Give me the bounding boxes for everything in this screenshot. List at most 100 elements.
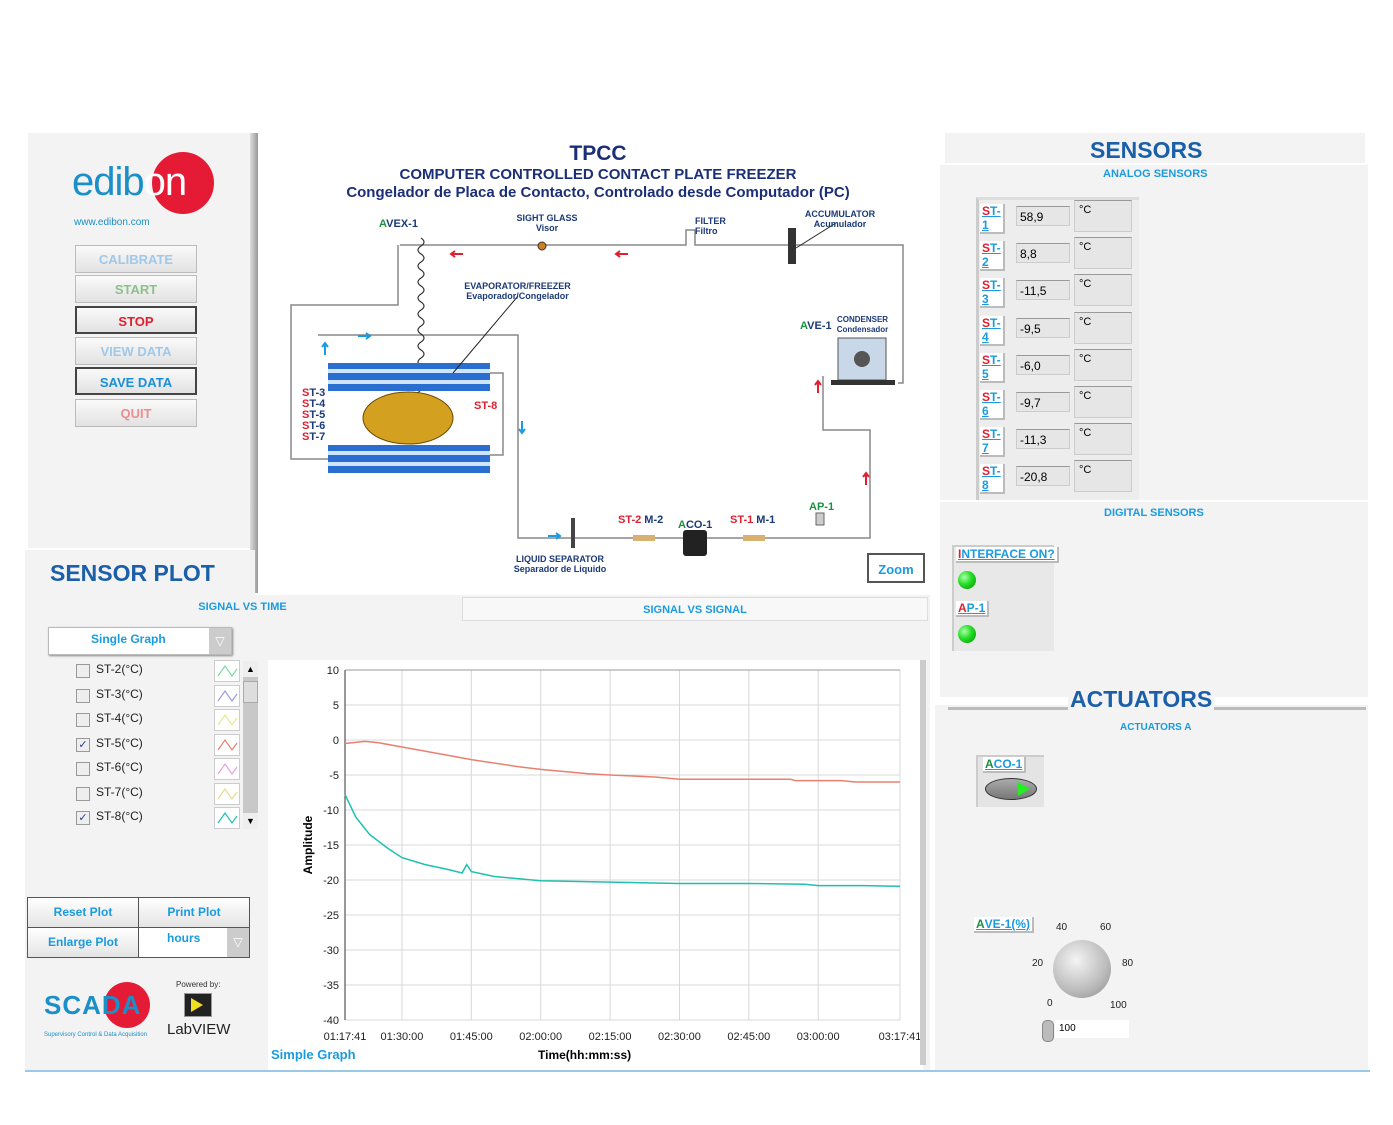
edibon-logo: edibon bbox=[70, 150, 220, 220]
channel-color-swatch[interactable] bbox=[214, 660, 240, 682]
interface-on-led bbox=[958, 571, 976, 589]
sensor-value: -6,0 bbox=[1016, 354, 1070, 375]
ave-1-label-actuator: AVE-1(%) bbox=[974, 917, 1035, 933]
sensor-value: -20,8 bbox=[1016, 466, 1070, 487]
series-line-st-5-c- bbox=[344, 740, 900, 783]
sensor-label: ST-2 bbox=[980, 241, 1005, 272]
x-tick-label: 03:17:41 bbox=[879, 1031, 922, 1043]
view-data-label: VIEW DATA bbox=[100, 344, 172, 359]
y-tick-label: 10 bbox=[327, 665, 339, 677]
time-unit-value: hours bbox=[167, 931, 201, 945]
chart-x-label: Time(hh:mm:ss) bbox=[538, 1048, 632, 1062]
y-tick-label: -30 bbox=[323, 945, 339, 957]
website-link[interactable]: www.edibon.com bbox=[74, 217, 150, 228]
scroll-thumb[interactable] bbox=[243, 681, 258, 703]
y-tick-label: -35 bbox=[323, 980, 339, 992]
x-tick-label: 02:15:00 bbox=[589, 1031, 632, 1043]
channel-color-swatch[interactable] bbox=[214, 733, 240, 756]
channel-color-swatch[interactable] bbox=[214, 782, 240, 805]
chevron-down-icon: ▽ bbox=[227, 928, 249, 957]
ave-1-stepper[interactable] bbox=[1042, 1020, 1054, 1042]
play-icon bbox=[1018, 782, 1030, 796]
sensor-unit: °C bbox=[1074, 237, 1132, 270]
channel-color-swatch[interactable] bbox=[214, 709, 240, 731]
sensor-unit: °C bbox=[1074, 274, 1132, 307]
sensor-unit: °C bbox=[1074, 200, 1132, 232]
channel-checkbox[interactable] bbox=[76, 664, 90, 678]
graph-mode-value: Single Graph bbox=[91, 632, 166, 646]
chart-y-label: Amplitude bbox=[301, 815, 315, 875]
scroll-up-icon[interactable]: ▲ bbox=[243, 661, 258, 677]
product-chicken-icon bbox=[362, 391, 454, 445]
start-label: START bbox=[114, 282, 158, 297]
channel-checkbox[interactable]: ✓ bbox=[76, 737, 90, 752]
y-tick-label: 5 bbox=[333, 700, 339, 712]
sensor-unit: °C bbox=[1074, 423, 1132, 456]
graph-mode-select[interactable]: Single Graph ▽ bbox=[48, 627, 232, 655]
stop-label: STOP bbox=[118, 314, 154, 329]
stop-button[interactable]: STOP bbox=[75, 306, 197, 334]
zoom-button[interactable]: Zoom bbox=[867, 553, 925, 583]
enlarge-plot-button[interactable]: Enlarge Plot bbox=[27, 927, 139, 958]
channel-color-swatch[interactable] bbox=[214, 758, 240, 780]
sensor-label: ST-5 bbox=[980, 352, 1005, 383]
ave-1-value-input[interactable]: 100 bbox=[1055, 1020, 1129, 1038]
sensors-header-bg bbox=[945, 133, 1365, 163]
diagram-subtitle-en: COMPUTER CONTROLLED CONTACT PLATE FREEZE… bbox=[399, 166, 797, 183]
calibrate-label: CALIBRATE bbox=[98, 252, 174, 267]
sensor-unit: °C bbox=[1074, 460, 1132, 493]
save-data-button[interactable]: SAVE DATA bbox=[75, 367, 197, 395]
time-unit-select[interactable]: hours ▽ bbox=[138, 927, 250, 958]
chevron-down-icon: ▽ bbox=[209, 628, 231, 654]
view-data-button[interactable]: VIEW DATA bbox=[75, 337, 197, 365]
sensor-plot-header-bg bbox=[25, 550, 255, 595]
diagram-subtitle-es: Congelador de Placa de Contacto, Control… bbox=[346, 184, 850, 201]
accumulator-label: ACCUMULATOR Acumulador bbox=[804, 209, 876, 229]
save-data-label: SAVE DATA bbox=[99, 375, 173, 390]
tab-signal-vs-time[interactable]: SIGNAL VS TIME bbox=[198, 601, 287, 613]
sensor-unit: °C bbox=[1074, 348, 1132, 381]
analog-sensors-title: ANALOG SENSORS bbox=[1103, 168, 1208, 180]
actuators-group-title: ACTUATORS A bbox=[1120, 722, 1192, 733]
knob-tick-100: 100 bbox=[1110, 1000, 1127, 1011]
sight-glass-icon bbox=[537, 241, 547, 251]
channel-checkbox[interactable] bbox=[76, 688, 90, 703]
x-tick-label: 02:00:00 bbox=[519, 1031, 562, 1043]
quit-button[interactable]: QUIT bbox=[75, 399, 197, 427]
sensor-plot-title: SENSOR PLOT bbox=[50, 560, 215, 586]
channel-checkbox[interactable] bbox=[76, 713, 90, 727]
channel-scrollbar[interactable]: ▲ ▼ bbox=[243, 661, 258, 829]
chart-area bbox=[268, 660, 923, 1070]
panel-divider bbox=[250, 133, 258, 593]
calibrate-button[interactable]: CALIBRATE bbox=[75, 245, 197, 273]
print-plot-button[interactable]: Print Plot bbox=[138, 897, 250, 928]
channel-checkbox[interactable]: ✓ bbox=[76, 811, 90, 825]
actuators-title: ACTUATORS bbox=[1068, 686, 1215, 713]
channel-checkbox[interactable] bbox=[76, 786, 90, 801]
sight-glass-label: SIGHT GLASS Visor bbox=[516, 213, 578, 233]
chart-right-border bbox=[920, 660, 926, 1065]
labview-label: LabVIEW bbox=[167, 1021, 231, 1038]
graph-caption: Simple Graph bbox=[271, 1047, 356, 1062]
channel-label: ST-2(°C) bbox=[96, 662, 143, 676]
ap-1-led bbox=[958, 625, 976, 643]
channel-color-swatch[interactable] bbox=[214, 807, 240, 829]
scroll-down-icon[interactable]: ▼ bbox=[243, 813, 258, 829]
temperature-chart: 10 5 0 -5 -10 -15 -20 -25 -30 -35 -40 01:17:41 01:30… bbox=[323, 665, 922, 1043]
channel-label: ST-5(°C) bbox=[96, 735, 143, 750]
filter-label: FILTER Filtro bbox=[695, 216, 726, 236]
tab-signal-vs-signal[interactable]: SIGNAL VS SIGNAL bbox=[462, 597, 928, 621]
channel-color-swatch[interactable] bbox=[214, 684, 240, 707]
start-button[interactable]: START bbox=[75, 275, 197, 303]
aco-1-toggle[interactable] bbox=[985, 778, 1037, 800]
ave-1-knob[interactable] bbox=[1053, 940, 1111, 998]
reset-plot-button[interactable]: Reset Plot bbox=[27, 897, 139, 928]
channel-checkbox[interactable] bbox=[76, 762, 90, 776]
scada-logo: SCADA Supervisory Control & Data Acquisi… bbox=[42, 982, 162, 1042]
sensor-value: 8,8 bbox=[1016, 243, 1070, 264]
y-tick-label: 0 bbox=[333, 735, 339, 747]
sensor-unit: °C bbox=[1074, 386, 1132, 418]
y-tick-label: -5 bbox=[329, 770, 339, 782]
channel-label: ST-3(°C) bbox=[96, 686, 143, 701]
y-tick-label: -25 bbox=[323, 910, 339, 922]
